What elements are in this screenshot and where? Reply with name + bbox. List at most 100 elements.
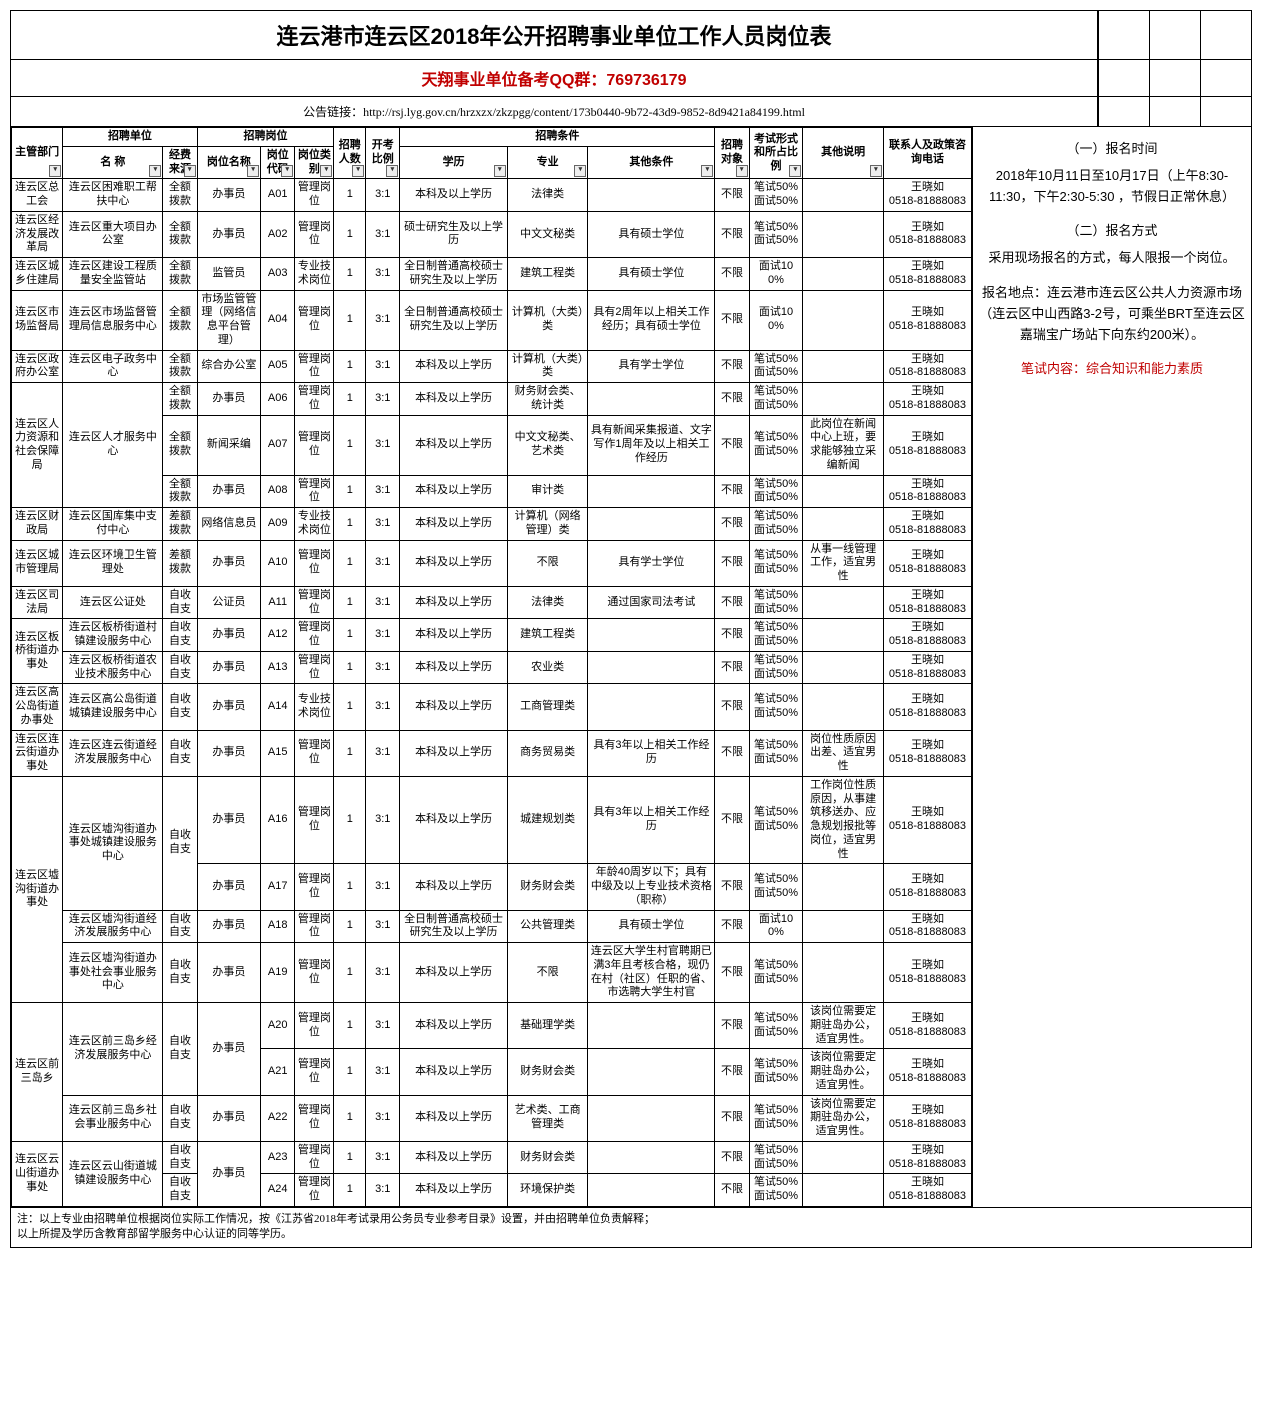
cell-target: 不限 [715,684,749,730]
cell-exam: 笔试50%面试50% [749,540,803,586]
header-dept[interactable]: 主管部门▾ [12,128,63,179]
cell-edu: 本科及以上学历 [400,1141,507,1174]
header-major[interactable]: 专业▾ [507,146,588,179]
blank-cell [1098,11,1149,59]
cell-remark [803,943,884,1003]
header-ratio[interactable]: 开考比例▾ [366,128,400,179]
filter-icon[interactable]: ▾ [247,165,259,177]
cell-other [588,1141,715,1174]
cell-code: A07 [261,415,295,475]
cell-other: 连云区大学生村官聘期已满3年且考核合格，现仍在村（社区）任职的省、市选聘大学生村… [588,943,715,1003]
header-position-code[interactable]: 岗位代码▾ [261,146,295,179]
cell-exam: 笔试50%面试50% [749,179,803,212]
cell-edu: 本科及以上学历 [400,540,507,586]
cell-fund: 全额拨款 [163,415,197,475]
cell-type: 专业技术岗位 [295,508,334,541]
cell-remark: 工作岗位性质原因，从事建筑移送办、应急规划报批等岗位，适宜男性 [803,776,884,864]
filter-icon[interactable]: ▾ [49,165,61,177]
cell-fund: 全额拨款 [163,179,197,212]
cell-ratio: 3:1 [366,776,400,864]
header-position-name[interactable]: 岗位名称▾ [197,146,261,179]
cell-contact: 王晓如0518-81888083 [883,619,971,652]
cell-target: 不限 [715,415,749,475]
filter-icon[interactable]: ▾ [701,165,713,177]
cell-ratio: 3:1 [366,508,400,541]
cell-ratio: 3:1 [366,350,400,383]
filter-icon[interactable]: ▾ [320,165,332,177]
cell-remark: 此岗位在新闻中心上班，要求能够独立采编新闻 [803,415,884,475]
cell-code: A04 [261,290,295,350]
table-row: 连云区财政局连云区国库集中支付中心差额拨款网络信息员A09专业技术岗位13:1本… [12,508,972,541]
cell-ratio: 3:1 [366,943,400,1003]
filter-icon[interactable]: ▾ [494,165,506,177]
cell-code: A20 [261,1003,295,1049]
cell-major: 财务财会类 [507,864,588,910]
blank-cell [1098,97,1149,126]
filter-icon[interactable]: ▾ [184,165,196,177]
cell-dept: 连云区墟沟街道办事处 [12,776,63,1002]
cell-other: 具有3年以上相关工作经历 [588,776,715,864]
cell-major: 城建规划类 [507,776,588,864]
cell-target: 不限 [715,730,749,776]
header-unit-name[interactable]: 名 称▾ [63,146,163,179]
cell-num: 1 [334,910,366,943]
filter-icon[interactable]: ▾ [149,165,161,177]
cell-dept: 连云区高公岛街道办事处 [12,684,63,730]
cell-contact: 王晓如0518-81888083 [883,350,971,383]
cell-target: 不限 [715,211,749,257]
header-remark[interactable]: 其他说明▾ [803,128,884,179]
cell-fund: 差额拨款 [163,540,197,586]
table-row: 连云区云山街道办事处连云区云山街道城镇建设服务中心自收自支办事员A23管理岗位1… [12,1141,972,1174]
cell-position-name: 办事员 [197,684,261,730]
cell-code: A13 [261,651,295,684]
header-other-cond[interactable]: 其他条件▾ [588,146,715,179]
filter-icon[interactable]: ▾ [789,165,801,177]
header-contact: 联系人及政策咨询电话 [883,128,971,179]
cell-dept: 连云区人力资源和社会保障局 [12,383,63,508]
cell-unit: 连云区板桥街道农业技术服务中心 [63,651,163,684]
signup-time-text: 2018年10月11日至10月17日（上午8:30-11:30，下午2:30-5… [979,166,1245,208]
cell-code: A05 [261,350,295,383]
cell-position-name: 办事员 [197,776,261,864]
cell-code: A01 [261,179,295,212]
filter-icon[interactable]: ▾ [281,165,293,177]
filter-icon[interactable]: ▾ [352,165,364,177]
header-unit-fund[interactable]: 经费来源▾ [163,146,197,179]
cell-target: 不限 [715,619,749,652]
cell-dept: 连云区云山街道办事处 [12,1141,63,1206]
cell-unit: 连云区市场监督管理局信息服务中心 [63,290,163,350]
cell-position-name: 公证员 [197,586,261,619]
cell-position-name: 办事员 [197,1141,261,1206]
cell-fund: 自收自支 [163,619,197,652]
filter-icon[interactable]: ▾ [574,165,586,177]
cell-major: 法律类 [507,586,588,619]
cell-fund: 自收自支 [163,1174,197,1207]
subtitle-row: 天翔事业单位备考QQ群：769736179 [11,60,1251,97]
cell-target: 不限 [715,1141,749,1174]
blank-cell [1200,60,1251,96]
cell-position-name: 办事员 [197,383,261,416]
filter-icon[interactable]: ▾ [870,165,882,177]
cell-num: 1 [334,179,366,212]
blank-cell [1200,11,1251,59]
header-position-type[interactable]: 岗位类别▾ [295,146,334,179]
cell-exam: 面试100% [749,258,803,291]
cell-fund: 自收自支 [163,684,197,730]
cell-contact: 王晓如0518-81888083 [883,383,971,416]
cell-num: 1 [334,475,366,508]
filter-icon[interactable]: ▾ [386,165,398,177]
filter-icon[interactable]: ▾ [736,165,748,177]
cell-major: 计算机（大类）类 [507,350,588,383]
cell-other [588,383,715,416]
header-exam[interactable]: 考试形式和所占比例▾ [749,128,803,179]
cell-code: A03 [261,258,295,291]
cell-num: 1 [334,258,366,291]
cell-major: 财务财会类 [507,1141,588,1174]
cell-exam: 笔试50%面试50% [749,383,803,416]
cell-contact: 王晓如0518-81888083 [883,943,971,1003]
header-num[interactable]: 招聘人数▾ [334,128,366,179]
header-target[interactable]: 招聘对象▾ [715,128,749,179]
cell-major: 建筑工程类 [507,619,588,652]
cell-ratio: 3:1 [366,383,400,416]
header-edu[interactable]: 学历▾ [400,146,507,179]
